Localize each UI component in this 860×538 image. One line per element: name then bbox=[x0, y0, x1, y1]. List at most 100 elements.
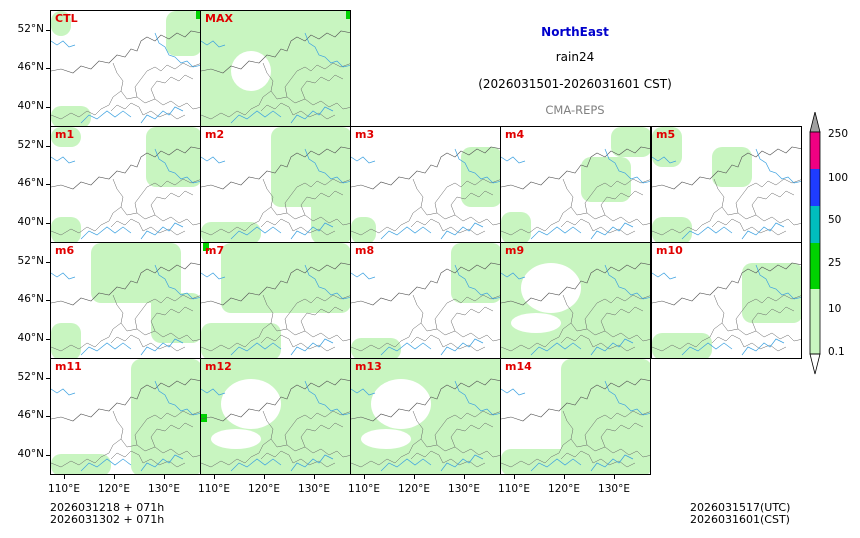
coast-line bbox=[140, 338, 184, 356]
province-line bbox=[134, 294, 200, 330]
rain-area bbox=[742, 263, 801, 323]
river-line bbox=[304, 32, 350, 68]
border-line bbox=[652, 146, 801, 190]
province-line bbox=[501, 438, 572, 468]
border-line bbox=[501, 146, 650, 190]
rainfall-map bbox=[351, 359, 500, 474]
coast-line bbox=[590, 454, 634, 472]
province-line bbox=[300, 306, 344, 332]
colorbar-label-250: 250 bbox=[828, 128, 849, 140]
province-line bbox=[410, 450, 486, 468]
latitude-tick-label: 40°N bbox=[17, 332, 44, 344]
river-line bbox=[304, 380, 350, 416]
map-panel-m14: m14 bbox=[500, 358, 651, 475]
river-line bbox=[501, 156, 526, 164]
dry-area bbox=[511, 313, 561, 333]
province-line bbox=[562, 410, 650, 458]
rain-area bbox=[461, 147, 500, 207]
province-line bbox=[110, 218, 186, 236]
panel-label: m13 bbox=[355, 360, 382, 373]
rain-area bbox=[451, 243, 500, 303]
longitude-tick-label: 110°E bbox=[498, 483, 530, 495]
province-line bbox=[150, 190, 194, 216]
river-line bbox=[51, 388, 76, 396]
province-line bbox=[51, 438, 122, 468]
province-line bbox=[584, 294, 650, 330]
province-line bbox=[351, 206, 422, 236]
river-line bbox=[80, 342, 132, 356]
river-line bbox=[604, 264, 650, 300]
rain-area bbox=[146, 127, 200, 187]
coast-line bbox=[290, 338, 334, 356]
latitude-tick-label: 40°N bbox=[17, 216, 44, 228]
longitude-tick bbox=[464, 475, 465, 479]
rain-area bbox=[51, 323, 81, 358]
river-line bbox=[351, 388, 376, 396]
colorbar-label-25: 25 bbox=[828, 257, 842, 269]
rain-area bbox=[561, 359, 650, 474]
rain-area bbox=[221, 243, 350, 313]
province-line bbox=[262, 62, 350, 110]
map-panel-m13: m13 bbox=[350, 358, 501, 475]
province-line bbox=[201, 322, 272, 352]
map-panel-m6: m6 bbox=[50, 242, 201, 359]
province-line bbox=[562, 178, 650, 226]
longitude-tick-label: 130°E bbox=[298, 483, 330, 495]
rain-area bbox=[652, 217, 692, 242]
map-panel-m11: m11 bbox=[50, 358, 201, 475]
river-line bbox=[201, 388, 226, 396]
colorbar-label-10: 10 bbox=[828, 303, 842, 315]
province-line bbox=[201, 438, 272, 468]
coast-line bbox=[140, 106, 184, 124]
province-line bbox=[150, 74, 194, 100]
colorbar-extend-bottom bbox=[809, 353, 821, 375]
longitude-tick bbox=[614, 475, 615, 479]
longitude-tick-label: 120°E bbox=[98, 483, 130, 495]
river-line bbox=[755, 264, 801, 300]
panel-label: m10 bbox=[656, 244, 683, 257]
border-line bbox=[652, 262, 801, 306]
river-line bbox=[604, 380, 650, 416]
latitude-tick-label: 52°N bbox=[17, 371, 44, 383]
province-line bbox=[300, 74, 344, 100]
border-line bbox=[201, 262, 350, 306]
panel-label: MAX bbox=[205, 12, 233, 25]
rain-area bbox=[51, 106, 91, 126]
border-line bbox=[51, 378, 200, 422]
heavy-rain-spot bbox=[201, 414, 207, 422]
latitude-tick bbox=[46, 416, 50, 417]
rain-area bbox=[501, 449, 571, 474]
province-line bbox=[560, 334, 636, 352]
province-line bbox=[412, 178, 500, 226]
longitude-tick-label: 110°E bbox=[198, 483, 230, 495]
river-line bbox=[304, 264, 350, 300]
province-line bbox=[150, 422, 194, 448]
rain-area bbox=[51, 217, 81, 242]
period-title: (2026031501-2026031601 CST) bbox=[478, 77, 672, 91]
province-line bbox=[450, 190, 494, 216]
panel-label: m11 bbox=[55, 360, 82, 373]
province-line bbox=[600, 306, 644, 332]
longitude-tick-label: 120°E bbox=[398, 483, 430, 495]
province-line bbox=[711, 218, 787, 236]
rain-area bbox=[501, 212, 531, 242]
rain-area bbox=[166, 11, 200, 56]
dry-area bbox=[521, 263, 581, 313]
province-line bbox=[262, 178, 350, 226]
panel-label: m6 bbox=[55, 244, 75, 257]
latitude-tick bbox=[46, 30, 50, 31]
rain-area bbox=[201, 323, 281, 358]
map-panel-ctl: CTL bbox=[50, 10, 201, 127]
river-line bbox=[380, 458, 432, 472]
river-line bbox=[604, 148, 650, 184]
longitude-tick-label: 130°E bbox=[598, 483, 630, 495]
rainfall-map bbox=[351, 146, 500, 242]
panel-label: m3 bbox=[355, 128, 375, 141]
dry-area bbox=[221, 379, 281, 429]
river-line bbox=[80, 458, 132, 472]
longitude-tick bbox=[414, 475, 415, 479]
panel-label: m14 bbox=[505, 360, 532, 373]
latitude-tick bbox=[46, 184, 50, 185]
source-title: CMA-REPS bbox=[545, 103, 605, 117]
province-line bbox=[300, 422, 344, 448]
